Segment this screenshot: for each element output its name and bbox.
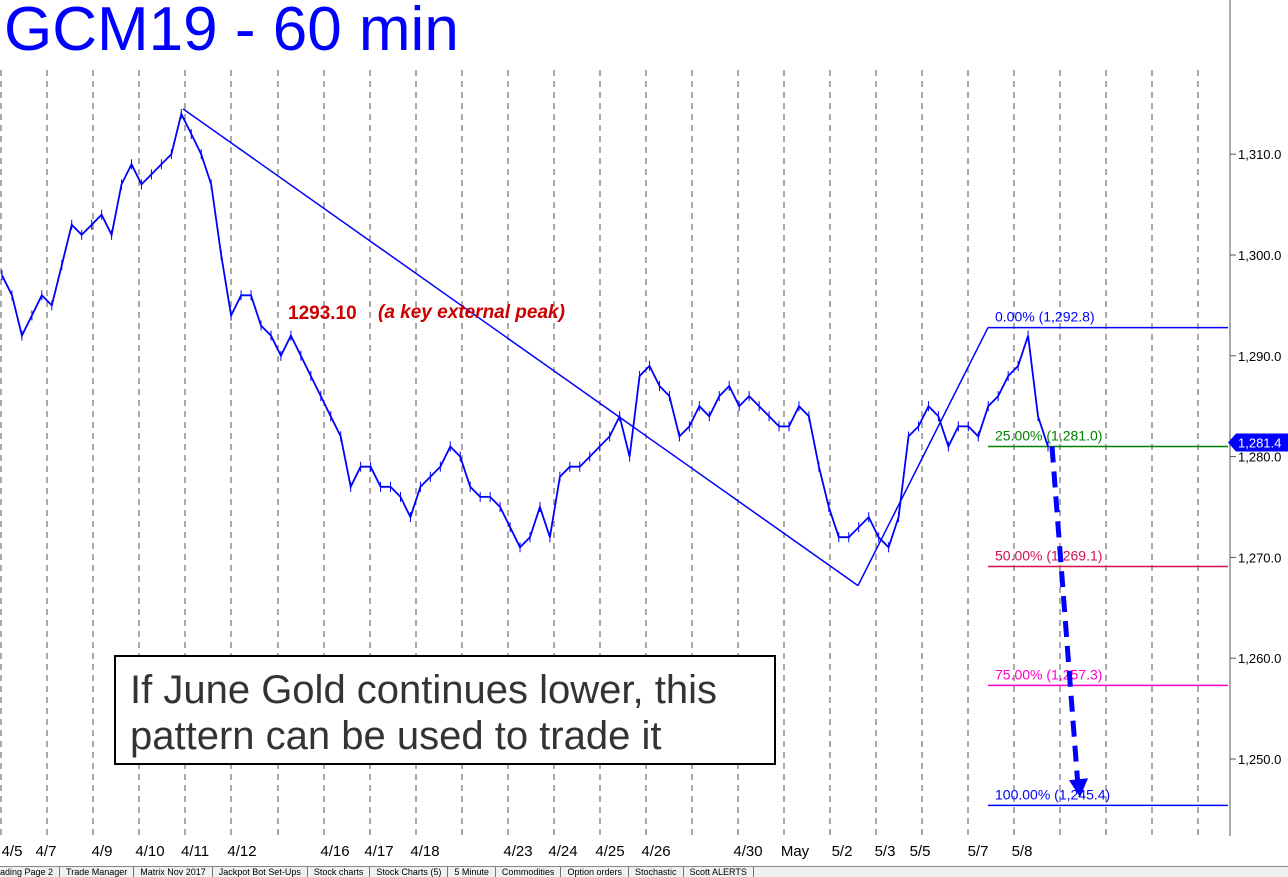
- x-tick-label: 4/18: [410, 843, 439, 860]
- sheet-tab[interactable]: Stock charts: [308, 867, 371, 877]
- callout-line-2: pattern can be used to trade it: [130, 714, 662, 758]
- x-tick-label: 4/5: [2, 843, 23, 860]
- y-tick-label: 1,280.0: [1238, 450, 1281, 465]
- sheet-tab[interactable]: Jackpot Bot Set-Ups: [213, 867, 308, 877]
- x-tick-label: 4/30: [733, 843, 762, 860]
- current-price-tag: [1228, 433, 1288, 452]
- peak-note-label: (a key external peak): [378, 302, 565, 323]
- sheet-tabs: ading Page 2 Trade Manager Matrix Nov 2017…: [0, 866, 1288, 877]
- x-tick-label: 4/17: [364, 843, 393, 860]
- pattern-line: [857, 327, 989, 586]
- fib-label: 25.00% (1,281.0): [995, 428, 1102, 444]
- date-axis: 4/5 4/7 4/9 4/10 4/11 4/12 4/16 4/17 4/18 4/23 4/2…: [2, 843, 1033, 860]
- x-tick-label: 4/10: [135, 843, 164, 860]
- x-tick-label: 4/11: [181, 843, 209, 860]
- x-tick-label: 5/3: [875, 843, 896, 860]
- x-tick-label: 4/26: [641, 843, 670, 860]
- y-tick-label: 1,250.0: [1238, 752, 1281, 767]
- peak-value-label: 1293.10: [288, 303, 357, 324]
- x-tick-label: 5/8: [1012, 843, 1033, 860]
- sheet-tab[interactable]: Commodities: [496, 867, 562, 877]
- sheet-tab[interactable]: Matrix Nov 2017: [134, 867, 213, 877]
- y-tick-label: 1,300.0: [1238, 248, 1281, 263]
- projection-arrow-head: [1069, 778, 1088, 798]
- x-tick-label: 4/7: [36, 843, 57, 860]
- y-tick-label: 1,310.0: [1238, 147, 1281, 162]
- x-tick-label: 4/24: [548, 843, 577, 860]
- sheet-tab[interactable]: Option orders: [561, 867, 629, 877]
- sheet-tab[interactable]: Stock Charts (5): [370, 867, 449, 877]
- price-series: [1, 108, 1049, 553]
- x-tick-label: 4/25: [595, 843, 624, 860]
- sheet-tab[interactable]: Stochastic: [629, 867, 684, 877]
- callout-box: If June Gold continues lower, this patte…: [114, 655, 776, 765]
- fib-label: 0.00% (1,292.8): [995, 309, 1095, 325]
- x-tick-label: 5/7: [968, 843, 989, 860]
- chart-annotations: 1293.10 (a key external peak): [288, 302, 565, 324]
- x-tick-label: 4/23: [503, 843, 532, 860]
- x-tick-label: 4/12: [227, 843, 256, 860]
- price-axis: 1,250.0 1,260.0 1,270.0 1,280.0 1,290.0 1,300…: [1228, 0, 1288, 836]
- x-tick-label: May: [781, 843, 810, 860]
- callout-line-1: If June Gold continues lower, this: [130, 668, 717, 712]
- x-tick-label: 4/16: [320, 843, 349, 860]
- fib-label: 50.00% (1,269.1): [995, 547, 1102, 563]
- chart-title: GCM19 - 60 min: [4, 0, 459, 64]
- sheet-tab[interactable]: Trade Manager: [60, 867, 135, 877]
- pattern-lines: [182, 108, 1088, 798]
- current-price-label: 1,281.4: [1238, 435, 1281, 450]
- x-tick-label: 5/2: [832, 843, 853, 860]
- pattern-line: [182, 108, 859, 587]
- x-tick-label: 5/5: [910, 843, 931, 860]
- fibonacci-levels: 0.00% (1,292.8) 25.00% (1,281.0) 50.00% (1…: [988, 309, 1228, 807]
- sheet-tab[interactable]: ading Page 2: [0, 867, 61, 877]
- x-tick-label: 4/9: [92, 843, 113, 860]
- y-tick-label: 1,260.0: [1238, 651, 1281, 666]
- y-tick-label: 1,290.0: [1238, 349, 1281, 364]
- projection-arrow-shaft: [1049, 446, 1081, 787]
- fib-label: 100.00% (1,245.4): [995, 786, 1110, 802]
- price-line: [1, 111, 1049, 549]
- y-tick-label: 1,270.0: [1238, 550, 1281, 565]
- sheet-tab[interactable]: 5 Minute: [448, 867, 496, 877]
- fib-label: 75.00% (1,257.3): [995, 666, 1102, 682]
- sheet-tab[interactable]: Scott ALERTS: [684, 867, 754, 877]
